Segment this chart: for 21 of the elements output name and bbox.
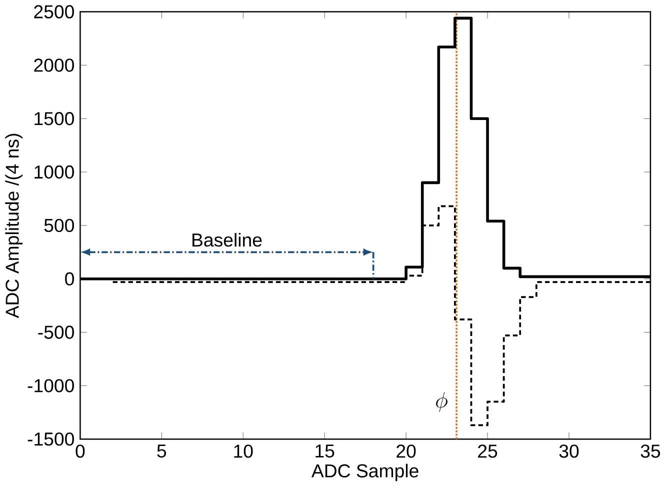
x-tick-label: 15 [316,444,334,458]
y-tick-label: -1000 [28,378,74,392]
x-tick-label: 25 [478,444,498,458]
y-tick-label: 2500 [34,5,74,18]
y-tick-label: 2000 [34,58,74,72]
x-axis-title: ADC Sample [311,464,418,481]
annotation: Baseline [192,232,262,246]
y-tick-label: 0 [65,272,74,286]
x-tick-label: 35 [640,444,660,458]
x-tick-label: 20 [396,444,416,458]
x-tick-label: 10 [234,444,253,458]
y-tick-label: -500 [38,325,74,339]
y-axis-title: ADC Amplitude /(4 ns) [5,134,23,318]
y-tick-label: 1000 [34,165,74,178]
y-tick-label: -1500 [28,432,74,446]
y-tick-label: 500 [44,218,74,232]
ref-line-label: $\phi$ [436,392,448,412]
x-tick-label: 0 [76,444,85,458]
x-tick-label: 30 [559,444,579,458]
x-tick-label: 5 [157,444,166,458]
y-tick-label: 1500 [34,112,74,126]
